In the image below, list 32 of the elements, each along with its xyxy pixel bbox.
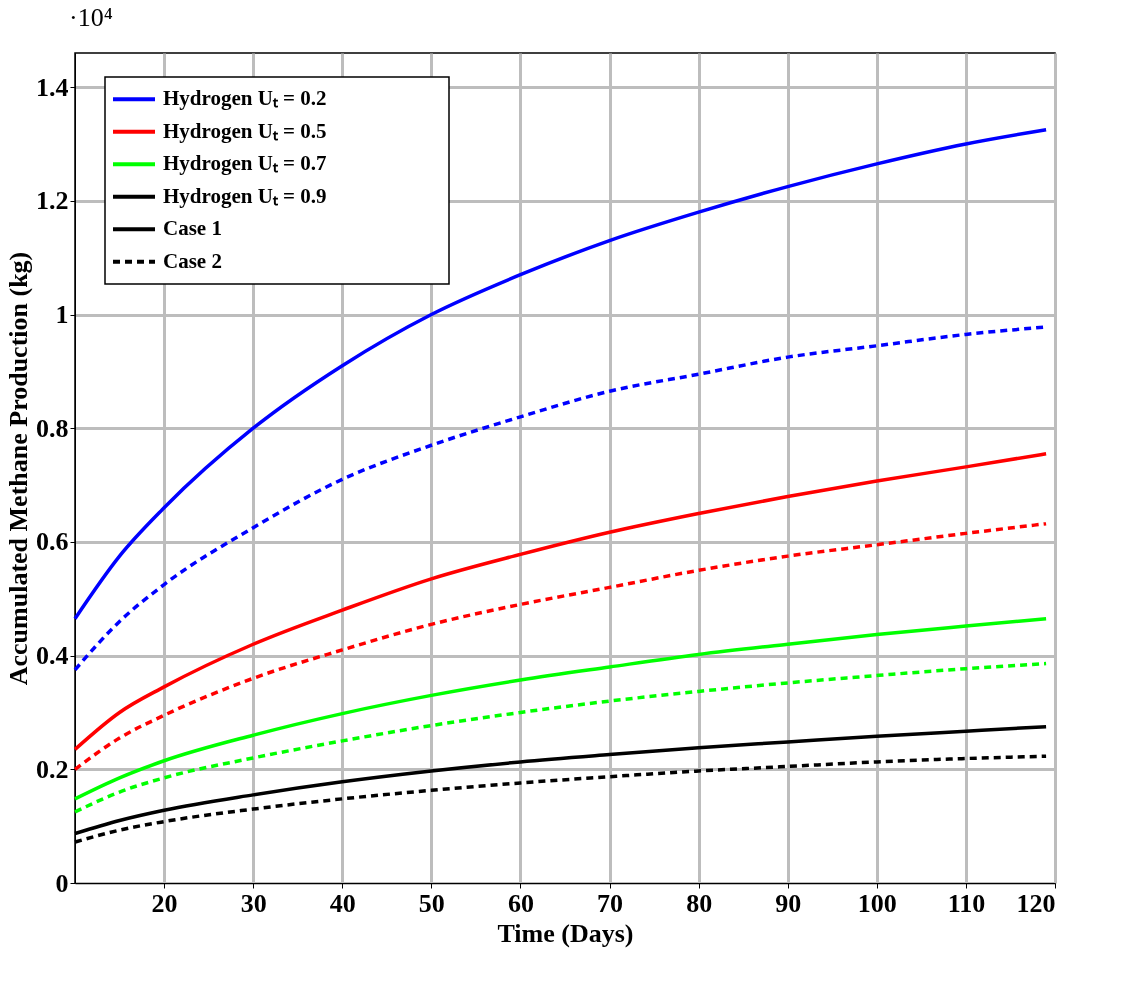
x-tick-label: 80: [686, 888, 713, 918]
x-tick-label: 90: [775, 888, 802, 918]
legend-label: Hydrogen Uₜ = 0.2: [163, 86, 327, 111]
x-tick-label: 100: [857, 888, 897, 918]
legend-label: Hydrogen Uₜ = 0.5: [163, 118, 327, 143]
x-axis-title: Time (Days): [497, 918, 634, 948]
y-tick-label: 1: [55, 300, 69, 330]
x-tick-label: 50: [418, 888, 445, 918]
x-tick-label: 110: [947, 888, 986, 918]
x-tick-label: 60: [507, 888, 534, 918]
annotation: Case 1: [163, 216, 222, 241]
x-tick-label: 20: [151, 888, 178, 918]
y-tick-label: 1.2: [36, 186, 69, 216]
x-tick-label: 70: [597, 888, 624, 918]
line-series: [73, 452, 1048, 752]
legend-label: Hydrogen Uₜ = 0.7: [163, 151, 327, 176]
legend-label: Case 2: [163, 248, 222, 273]
y-tick-label: 0.4: [36, 641, 69, 671]
legend-label: Hydrogen Uₜ = 0.9: [163, 183, 327, 208]
line-series: [73, 616, 1048, 801]
line-series: [73, 521, 1048, 772]
y-tick-label: 0.6: [36, 527, 69, 557]
line-series: [73, 661, 1048, 814]
y-axis-title: Accumulated Methane Production (kg): [4, 251, 33, 686]
y-tick-label: 0.2: [36, 754, 69, 784]
y-tick-label: 0: [55, 868, 69, 898]
x-tick-label: 40: [329, 888, 356, 918]
x-tick-label: 120: [1016, 888, 1056, 918]
x-tick-label: 30: [240, 888, 267, 918]
y-tick-label: 1.4: [36, 72, 69, 102]
y-tick-label: 0.8: [36, 413, 69, 443]
text: ·10⁴: [69, 3, 113, 32]
